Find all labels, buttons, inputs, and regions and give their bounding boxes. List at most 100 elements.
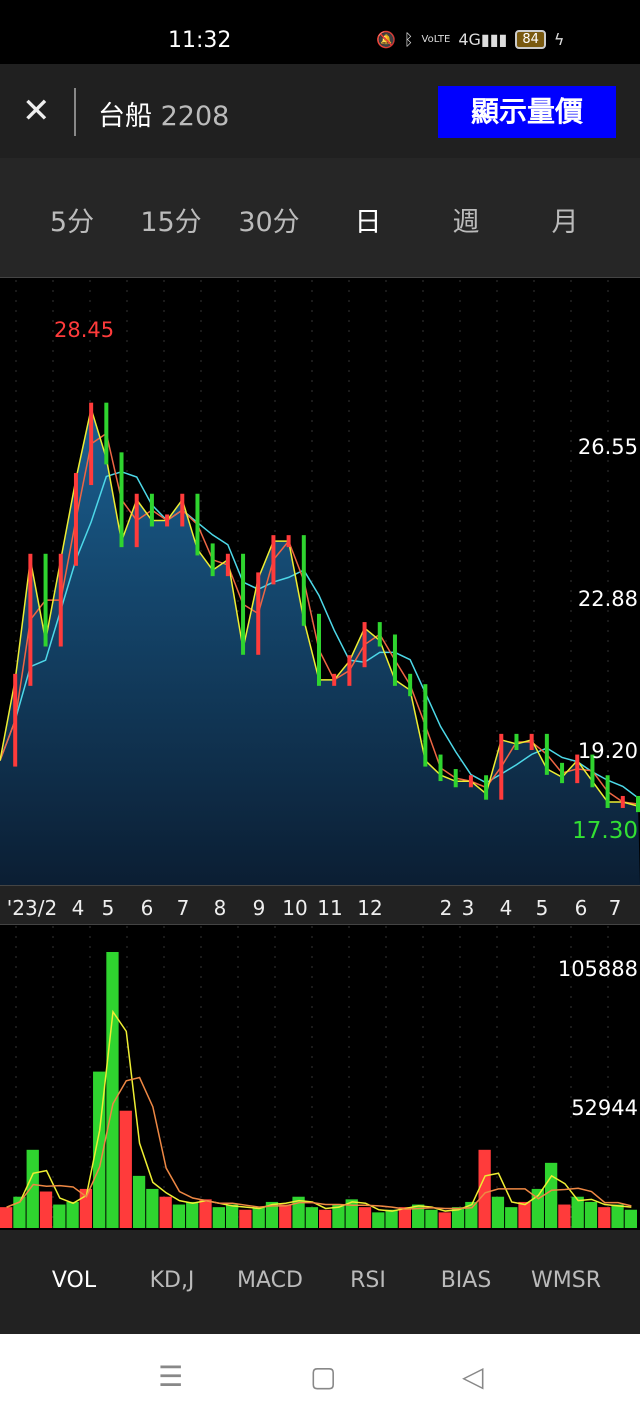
x-tick: 5: [535, 896, 549, 920]
indicator-tab[interactable]: KD,J: [149, 1268, 195, 1293]
volte-icon: VoLTE: [421, 34, 451, 45]
volume-bar: [438, 1212, 451, 1228]
volume-bar: [292, 1196, 305, 1228]
ma-long-line: [0, 471, 639, 799]
x-tick: 7: [176, 896, 190, 920]
candle: [423, 684, 428, 767]
y-tick: 22.88: [577, 587, 638, 611]
volume-bar: [265, 1201, 279, 1228]
candle: [514, 733, 519, 751]
battery-icon: 84: [515, 30, 546, 49]
candle: [225, 553, 230, 577]
volume-bar: [199, 1199, 212, 1228]
volume-bar: [584, 1201, 598, 1228]
price-chart[interactable]: [0, 280, 640, 885]
close-icon[interactable]: ✕: [22, 91, 51, 131]
volume-bar: [0, 1207, 13, 1228]
x-tick: 5: [101, 896, 115, 920]
candle: [43, 553, 48, 647]
x-tick: 10: [282, 896, 308, 920]
candle: [484, 775, 489, 800]
candle: [180, 493, 185, 527]
volume-bar: [505, 1207, 518, 1228]
candle: [134, 493, 139, 548]
period-tab[interactable]: 月: [551, 207, 579, 238]
volume-ma-long: [6, 1076, 632, 1210]
indicator-tabs: VOL KD,J MACD RSI BIAS WMSR: [0, 1230, 640, 1334]
system-nav-bar: ☰ ▢ ◁: [0, 1334, 640, 1422]
volume-bar: [358, 1207, 372, 1228]
candle: [560, 762, 565, 784]
show-volume-price-button[interactable]: 顯示量價: [438, 86, 616, 138]
candle: [620, 795, 625, 808]
x-tick: '23/2: [6, 896, 58, 920]
candle: [104, 402, 109, 465]
y-tick: 19.20: [577, 739, 638, 763]
candle: [575, 754, 580, 784]
stock-code: 2208: [160, 101, 230, 132]
candle: [28, 553, 33, 686]
candle: [286, 535, 291, 548]
volume-bar: [186, 1201, 199, 1228]
candle: [149, 493, 154, 527]
indicator-tab[interactable]: BIAS: [440, 1268, 492, 1293]
candle: [256, 572, 261, 655]
candle: [499, 733, 504, 800]
indicator-tab[interactable]: MACD: [237, 1268, 303, 1293]
candle: [468, 775, 473, 788]
indicator-tab[interactable]: VOL: [51, 1268, 97, 1293]
candle: [362, 622, 367, 668]
candle: [347, 655, 352, 686]
candle: [605, 775, 610, 808]
volume-bar: [611, 1204, 624, 1228]
status-bar: 11:32 🔕 ᛒ VoLTE 4G▮▮▮ 84 ϟ: [0, 0, 640, 64]
volume-bar: [518, 1201, 531, 1228]
candle: [58, 553, 63, 647]
x-axis: '23/2 4 5 6 7 8 9 10 11 12 2 3 4 5 6 7: [0, 885, 640, 925]
menu-icon[interactable]: ☰: [158, 1360, 184, 1393]
period-tab[interactable]: 15分: [140, 207, 202, 238]
candle: [392, 634, 397, 686]
indicator-tab[interactable]: WMSR: [531, 1268, 601, 1293]
volume-bar: [372, 1212, 385, 1228]
volume-bar: [412, 1204, 425, 1228]
period-tab[interactable]: 日: [354, 207, 382, 238]
x-tick: 4: [499, 896, 513, 920]
candle: [119, 452, 124, 548]
candle: [89, 402, 94, 486]
period-tab[interactable]: 5分: [49, 207, 95, 238]
low-label: 17.30: [572, 818, 638, 844]
volume-bar: [53, 1204, 66, 1228]
price-area: [0, 408, 640, 885]
home-icon[interactable]: ▢: [310, 1360, 337, 1393]
back-icon[interactable]: ◁: [462, 1360, 484, 1393]
candle: [529, 733, 534, 751]
volume-bar: [39, 1191, 53, 1228]
volume-bar: [106, 952, 119, 1228]
high-label: 28.45: [54, 318, 115, 342]
period-tab[interactable]: 30分: [238, 207, 300, 238]
volume-ma-short: [6, 1009, 632, 1212]
candle: [438, 754, 443, 782]
x-tick: 3: [461, 896, 475, 920]
divider: [74, 88, 76, 136]
volume-bar: [451, 1207, 465, 1228]
bluetooth-icon: ᛒ: [403, 30, 414, 49]
volume-bar: [239, 1209, 252, 1228]
x-tick: 12: [357, 896, 383, 920]
volume-chart[interactable]: [0, 926, 640, 1230]
volume-bar: [159, 1196, 172, 1228]
candle: [241, 553, 246, 655]
stock-name: 台船: [98, 101, 152, 132]
volume-bar: [478, 1149, 491, 1228]
volume-bar: [212, 1207, 225, 1228]
candle: [210, 543, 215, 577]
indicator-tab[interactable]: RSI: [350, 1268, 386, 1293]
candle: [377, 622, 382, 647]
4g-signal-icon: 4G▮▮▮: [458, 30, 508, 49]
volume-bar: [225, 1204, 239, 1228]
period-tab[interactable]: 週: [452, 207, 480, 238]
x-tick: 9: [252, 896, 266, 920]
volume-bar: [119, 1110, 132, 1228]
volume-bar: [385, 1209, 398, 1228]
